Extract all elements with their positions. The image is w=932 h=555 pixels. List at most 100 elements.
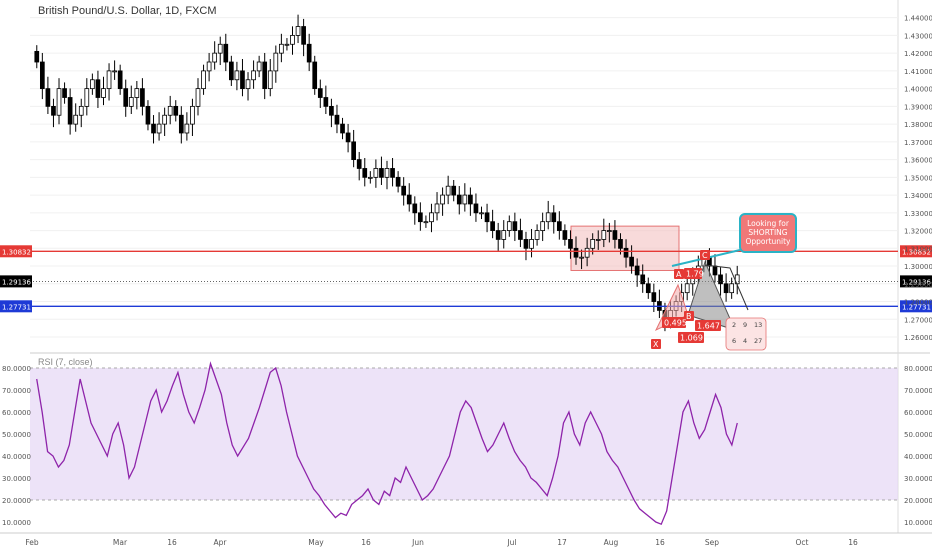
level-label-right-bg xyxy=(900,300,932,313)
price-tick-label: 1.38000 xyxy=(904,121,932,129)
candle-body xyxy=(479,212,484,215)
price-tick-label: 1.37000 xyxy=(904,139,932,147)
candle-body xyxy=(568,239,573,249)
price-tick-label: 1.42000 xyxy=(904,50,932,58)
candle-body xyxy=(317,88,323,98)
candle-body xyxy=(295,26,301,36)
price-tick-label: 1.31000 xyxy=(904,245,932,253)
rsi-title: RSI (7, close) xyxy=(38,357,93,367)
candle-body xyxy=(412,203,418,214)
level-label-left-bg xyxy=(0,245,32,258)
pattern: X A B C 0.495 1.79 1.647 1.069 2 9 13 6 4 27 Looking f… xyxy=(651,213,797,351)
price-tick-label: 1.33000 xyxy=(904,210,932,218)
candle-body xyxy=(518,230,523,240)
chart-title: British Pound/U.S. Dollar, 1D, FXCM xyxy=(38,5,217,17)
mini-table-cell: 9 xyxy=(743,321,747,329)
candle-body xyxy=(173,105,179,116)
candle-body xyxy=(284,43,290,46)
candle-body xyxy=(429,212,434,223)
x-axis: Feb Mar 16 Apr May 16 Jun Jul 17 Aug 16 Sep Oct 16 xyxy=(0,532,932,547)
candle-body xyxy=(473,203,479,214)
candle-body xyxy=(290,35,295,45)
projection-line xyxy=(704,264,749,311)
price-tick-label: 1.30000 xyxy=(904,263,932,271)
level-label-right-bg xyxy=(900,275,932,288)
candle-body xyxy=(384,168,390,178)
candle-body xyxy=(190,105,195,125)
mini-table-cell: 27 xyxy=(754,337,762,345)
candle-body xyxy=(195,88,201,107)
candle-body xyxy=(351,141,356,160)
callout-text-2: SHORTING xyxy=(748,228,787,237)
candle-body xyxy=(456,194,462,205)
x-tick-label: Feb xyxy=(25,538,39,547)
ratio-bg xyxy=(695,320,721,331)
candle-body xyxy=(34,50,40,63)
rsi-grid xyxy=(30,367,898,501)
candle-body xyxy=(629,256,634,267)
candle-body xyxy=(356,159,362,169)
point-label-B: B xyxy=(686,312,692,321)
candle-body xyxy=(234,70,240,81)
candle-body xyxy=(607,230,612,232)
candle-body xyxy=(551,212,557,223)
candle-body xyxy=(634,265,640,276)
candle-body xyxy=(595,239,601,241)
x-tick-label: 16 xyxy=(655,538,665,547)
candle-body xyxy=(167,105,173,116)
level-label-left: 1.29136 xyxy=(2,278,31,286)
x-tick-label: Jun xyxy=(411,538,424,547)
candle-body xyxy=(418,212,423,223)
candle-body xyxy=(512,221,518,231)
level-label-right: 1.29136 xyxy=(902,278,931,286)
candle-body xyxy=(117,70,123,90)
candle-body xyxy=(423,221,429,224)
candle-body xyxy=(523,239,529,249)
candle-body xyxy=(401,185,407,196)
candle-body xyxy=(590,239,596,249)
candle-body xyxy=(106,70,112,90)
candle-body xyxy=(451,185,457,196)
point-label-C: C xyxy=(702,251,708,260)
candle-body xyxy=(301,26,306,45)
level-label-right: 1.27731 xyxy=(902,303,931,311)
candle-body xyxy=(156,123,162,134)
price-panel xyxy=(30,0,898,352)
candle-body xyxy=(601,230,607,240)
candle-body xyxy=(501,230,507,240)
level-label-left-bg xyxy=(0,275,32,288)
candle-body xyxy=(540,221,545,231)
candle-body xyxy=(45,88,51,107)
rsi-line xyxy=(36,361,738,526)
candle-body xyxy=(273,52,279,72)
rsi-tick-right: 30.0000 xyxy=(904,475,932,483)
callout-text-3: Opportunity xyxy=(745,237,791,246)
candle-body xyxy=(434,203,440,214)
candle-body xyxy=(240,70,245,90)
candle-body xyxy=(723,283,729,294)
candle-body xyxy=(334,114,340,125)
price-tick-label: 1.29000 xyxy=(904,281,932,289)
rsi-tick-left: 10.0000 xyxy=(2,519,31,527)
x-tick-label: Sep xyxy=(705,538,719,547)
candle-body xyxy=(406,194,412,205)
candle-body xyxy=(462,194,468,205)
candle-body xyxy=(729,283,735,294)
candle-body xyxy=(306,43,312,63)
rsi-tick-right: 50.0000 xyxy=(904,431,932,439)
point-label-bg xyxy=(700,250,710,260)
callout-box xyxy=(739,213,797,253)
candle-body xyxy=(212,52,218,63)
x-tick-label: 16 xyxy=(167,538,177,547)
price-tick-label: 1.44000 xyxy=(904,15,932,23)
rsi-tick-right: 80.0000 xyxy=(904,365,932,373)
price-tick-label: 1.28000 xyxy=(904,299,932,307)
candle-body xyxy=(140,88,145,107)
x-tick-label: Mar xyxy=(113,538,128,547)
x-tick-label: Apr xyxy=(214,538,228,547)
candle-body xyxy=(51,105,56,116)
rsi-tick-left: 50.0000 xyxy=(2,431,31,439)
point-label-X: X xyxy=(653,340,659,349)
point-label-bg xyxy=(651,339,661,349)
